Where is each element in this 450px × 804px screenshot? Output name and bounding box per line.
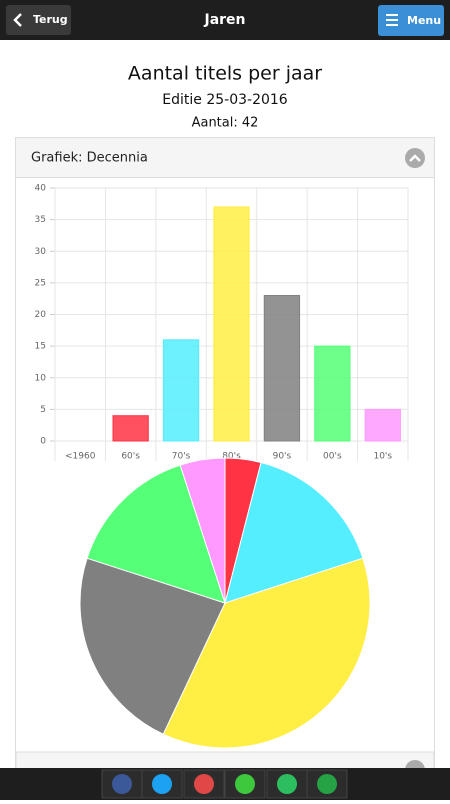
y-tick-label: 10 xyxy=(35,373,47,383)
pie-slice xyxy=(86,464,226,604)
pie-slice xyxy=(162,557,371,749)
share-buttons xyxy=(101,769,348,799)
back-label: Terug xyxy=(33,13,68,26)
x-tick-label: 90's xyxy=(273,452,292,462)
bar xyxy=(314,345,351,442)
top-bar xyxy=(0,0,450,40)
bar xyxy=(263,295,301,442)
header-title: Jaren xyxy=(203,12,245,28)
y-tick-label: 30 xyxy=(35,247,47,257)
share-icon xyxy=(235,774,255,794)
back-button[interactable] xyxy=(6,5,71,35)
share-icon xyxy=(152,774,172,794)
pie-slice xyxy=(79,557,226,735)
count: Aantal: 42 xyxy=(192,116,259,131)
x-tick-label: 60's xyxy=(121,452,140,462)
bar xyxy=(112,415,149,442)
x-tick-label: 10's xyxy=(373,452,392,462)
y-tick-label: 35 xyxy=(35,215,46,225)
y-tick-label: 0 xyxy=(40,437,46,447)
edition: Editie 25-03-2016 xyxy=(162,92,288,108)
pie-slice xyxy=(224,461,364,604)
back-icon xyxy=(13,13,22,27)
share-icon xyxy=(112,774,132,794)
y-tick-label: 5 xyxy=(40,405,46,415)
collapse-button[interactable] xyxy=(405,148,425,168)
menu-icon xyxy=(386,14,398,26)
collapse-icon xyxy=(409,154,421,162)
x-tick-label: 70's xyxy=(172,452,191,462)
bar xyxy=(364,408,401,442)
panel-header[interactable] xyxy=(16,138,434,177)
x-tick-label: 00's xyxy=(323,452,342,462)
menu-label: Menu xyxy=(407,14,441,27)
menu-button[interactable] xyxy=(378,5,444,36)
panel-title: Grafiek: Decennia xyxy=(31,151,148,166)
x-tick-label: 80's xyxy=(222,452,241,462)
x-tick-label: <1960 xyxy=(65,452,96,462)
y-tick-label: 20 xyxy=(35,310,47,320)
page-title: Aantal titels per jaar xyxy=(128,63,322,85)
y-tick-label: 15 xyxy=(35,342,46,352)
pie-slice xyxy=(179,457,226,604)
share-icon xyxy=(194,774,214,794)
bar xyxy=(213,206,250,442)
y-tick-label: 40 xyxy=(35,184,47,194)
share-icon xyxy=(317,774,337,794)
y-tick-label: 25 xyxy=(35,278,46,288)
bar xyxy=(162,339,200,442)
share-icon xyxy=(277,774,297,794)
